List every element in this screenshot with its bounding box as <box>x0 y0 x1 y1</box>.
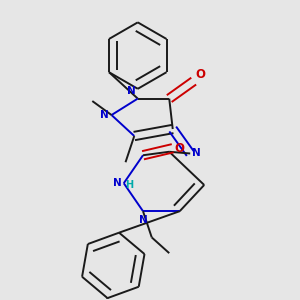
Text: N: N <box>127 86 136 96</box>
Text: N: N <box>100 110 109 120</box>
Text: N: N <box>192 148 201 158</box>
Text: N: N <box>139 215 147 225</box>
Text: N: N <box>113 178 122 188</box>
Text: O: O <box>196 68 206 81</box>
Text: O: O <box>175 142 184 155</box>
Text: H: H <box>125 180 134 190</box>
